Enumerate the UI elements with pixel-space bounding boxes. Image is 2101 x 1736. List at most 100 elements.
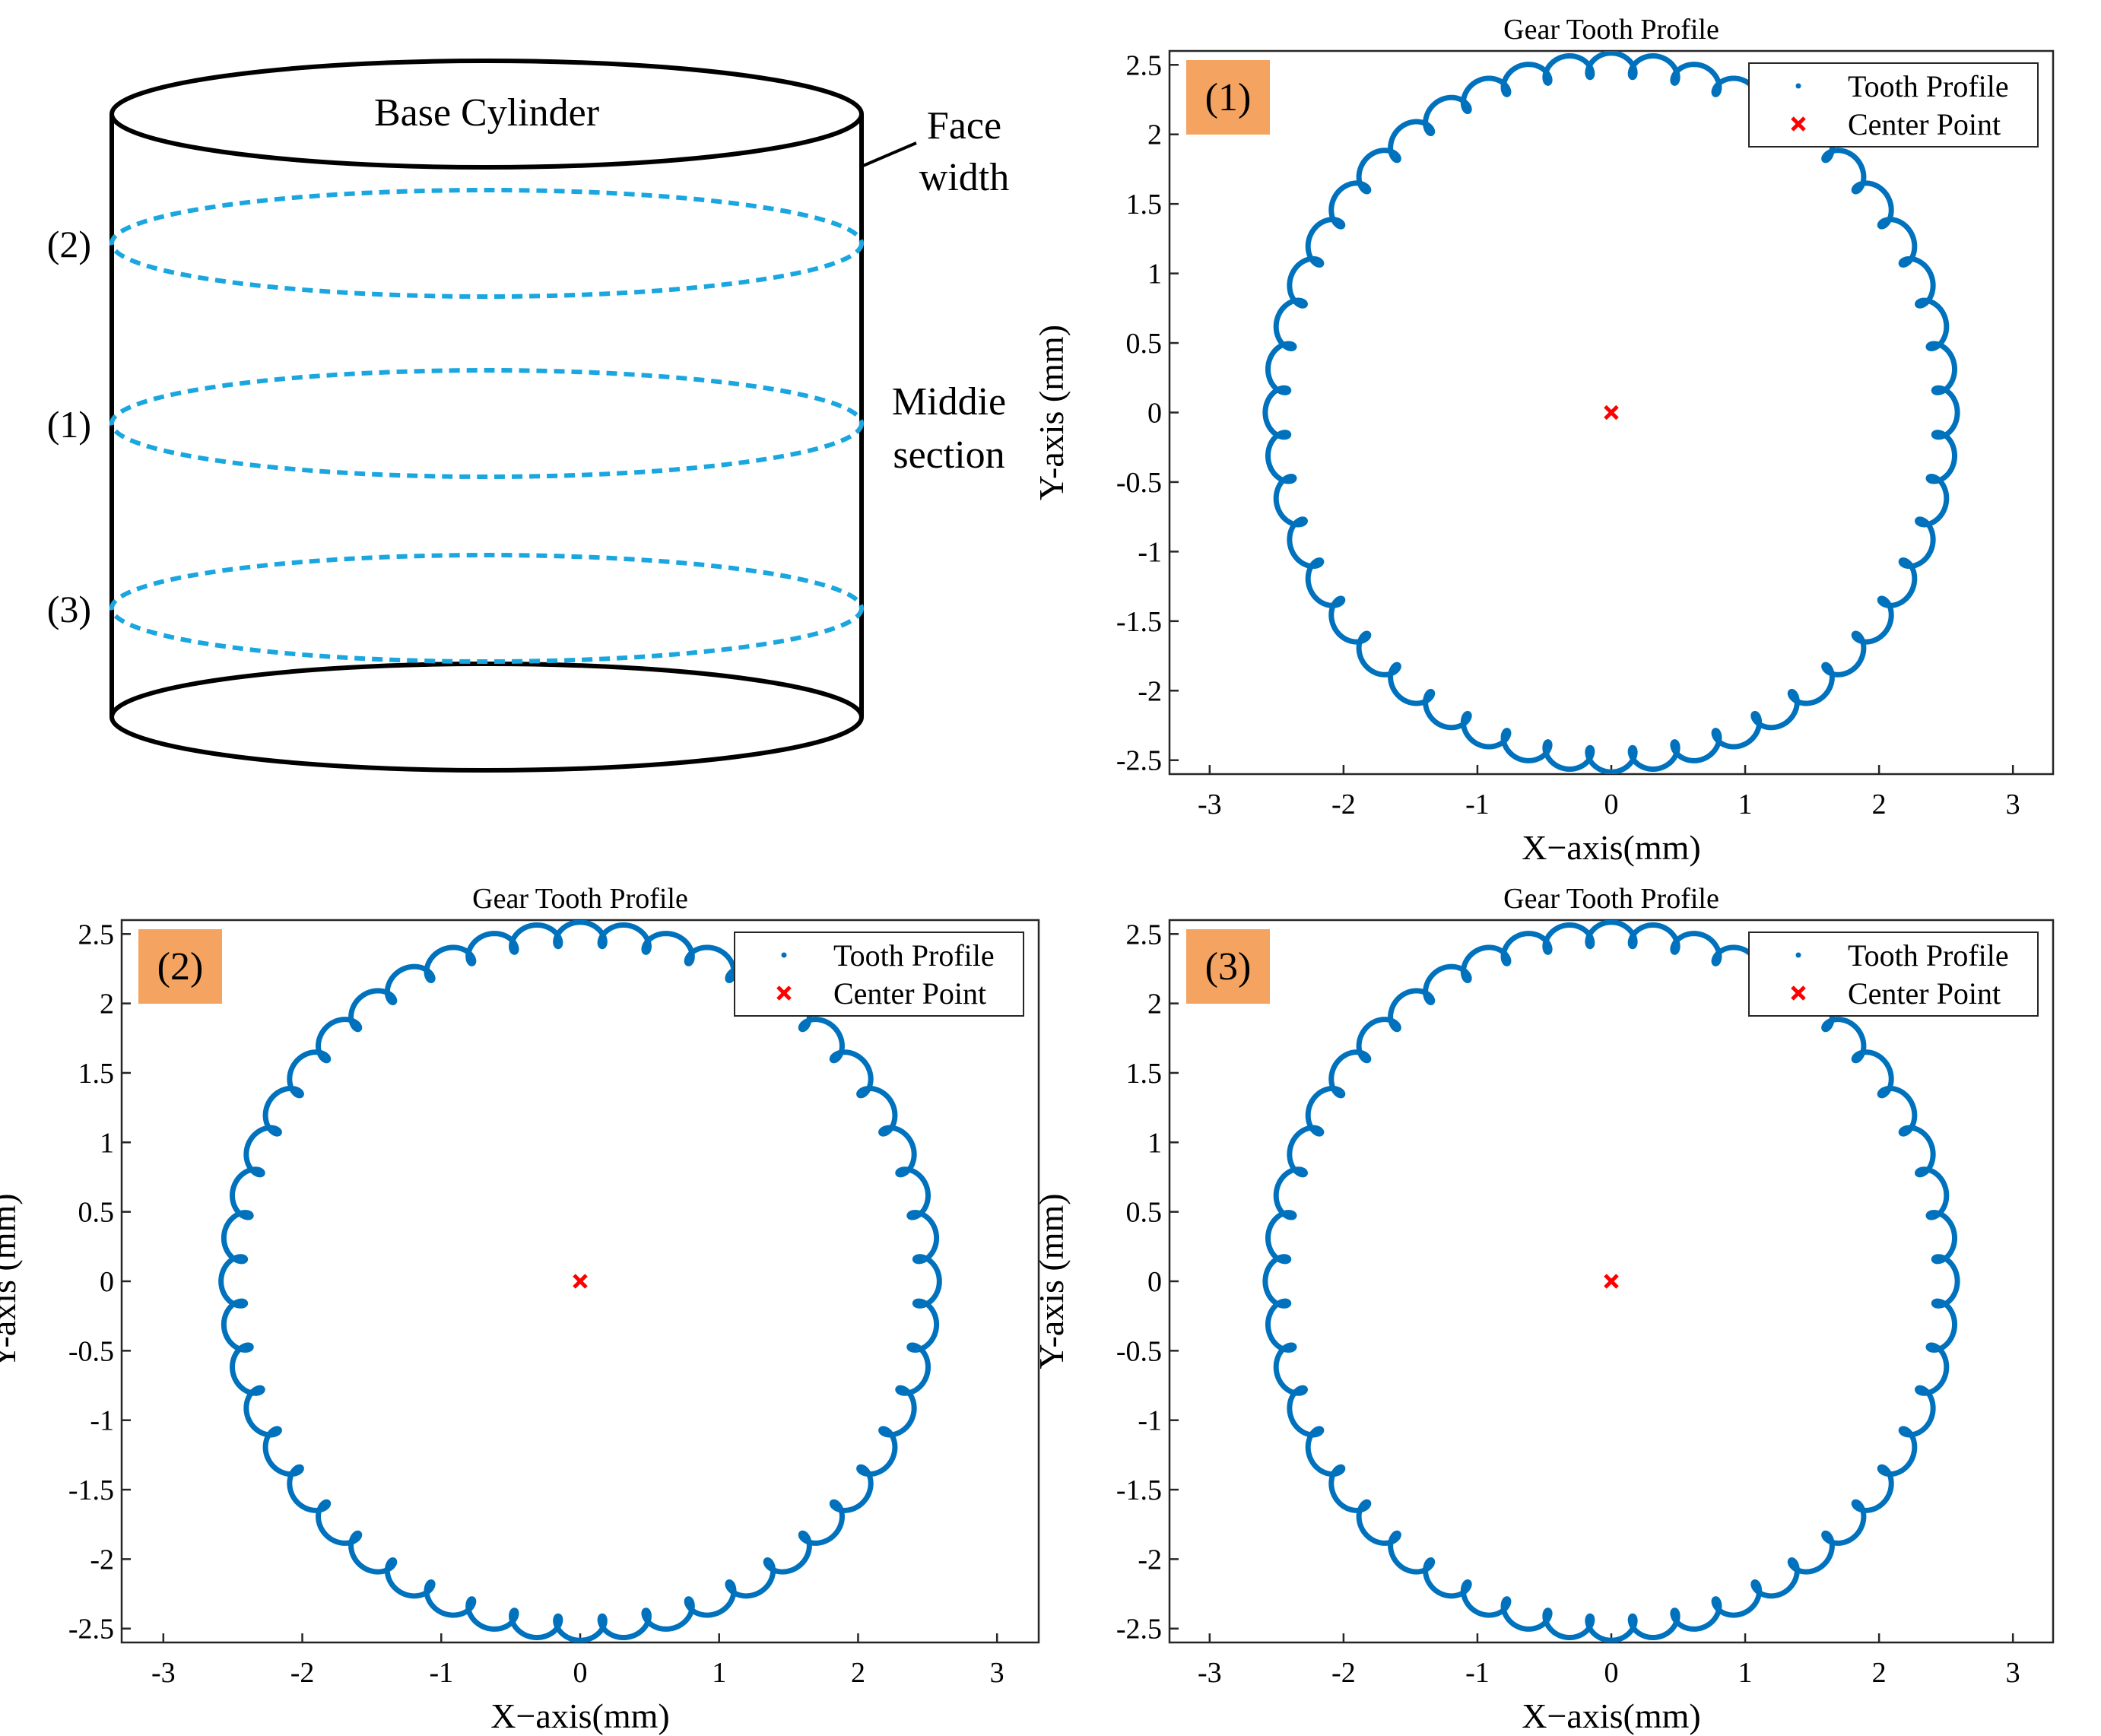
x-tick-label: 1 bbox=[712, 1657, 726, 1689]
legend-tooth-profile-label: Tooth Profile bbox=[1848, 938, 2009, 973]
y-tick-label: -1.5 bbox=[1116, 606, 1162, 638]
legend-center-point-marker bbox=[1791, 116, 1806, 132]
y-tick-label: 1.5 bbox=[1126, 1058, 1163, 1090]
y-tick-label: 0.5 bbox=[1126, 1197, 1163, 1229]
y-tick-label: -1.5 bbox=[1116, 1474, 1162, 1506]
panel-badge-label: (2) bbox=[157, 945, 204, 989]
legend-tooth-profile-marker bbox=[1795, 952, 1801, 958]
y-tick-label: -2.5 bbox=[68, 1614, 114, 1646]
legend-tooth-profile-label: Tooth Profile bbox=[1848, 69, 2009, 103]
y-tick-label: 0 bbox=[1147, 398, 1162, 430]
legend-box bbox=[734, 931, 1024, 1017]
y-tick-label: 0.5 bbox=[1126, 328, 1163, 360]
panel-badge bbox=[1186, 60, 1270, 135]
y-tick-label: -0.5 bbox=[1116, 1335, 1162, 1367]
x-tick-label: -3 bbox=[151, 1657, 176, 1689]
y-tick-label: -1 bbox=[90, 1405, 114, 1437]
base-cylinder-title: Base Cylinder bbox=[374, 91, 599, 135]
y-tick-label: 2.5 bbox=[1126, 49, 1163, 81]
x-tick-label: 1 bbox=[1738, 1657, 1753, 1689]
face-width-label-line1: Face bbox=[927, 104, 1001, 148]
y-tick-label: 1.5 bbox=[1126, 189, 1163, 221]
x-tick-label: 0 bbox=[1604, 789, 1619, 820]
legend-center-point-label: Center Point bbox=[833, 976, 986, 1011]
x-tick-label: -1 bbox=[1465, 1657, 1490, 1689]
x-tick-label: -2 bbox=[1331, 789, 1356, 820]
base-cylinder-diagram: Base Cylinder Face width Middie section … bbox=[47, 59, 1009, 773]
y-tick-label: -0.5 bbox=[1116, 467, 1162, 499]
chart-panel-1: -3 -2 -1 0 1 2 3 2.5 2 1.5 1 0.5 0 -0.5 -1 -1.5 -2 -2.5 Ge… bbox=[1032, 14, 2055, 867]
legend-box bbox=[1748, 62, 2039, 148]
x-tick-label: -1 bbox=[1465, 789, 1490, 820]
y-axis-label: Y-axis (mm) bbox=[1032, 1193, 1071, 1369]
legend-center-point-marker bbox=[1791, 985, 1806, 1001]
x-axis-label: X−axis(mm) bbox=[490, 1696, 669, 1735]
middle-section-label-line1: Middie bbox=[892, 380, 1006, 424]
panel-badge-label: (3) bbox=[1205, 945, 1252, 989]
x-tick-label: 2 bbox=[1872, 789, 1887, 820]
legend-tooth-profile-label: Tooth Profile bbox=[833, 938, 995, 973]
y-tick-label: 1 bbox=[100, 1127, 114, 1159]
legend-center-point-label: Center Point bbox=[1848, 107, 2001, 141]
y-tick-label: 0 bbox=[1147, 1266, 1162, 1298]
face-width-leader-line bbox=[862, 141, 917, 167]
x-tick-label: 3 bbox=[2006, 1657, 2020, 1689]
y-tick-label: -2.5 bbox=[1116, 745, 1162, 777]
cylinder-top-ellipse bbox=[109, 59, 864, 170]
legend-center-point-marker bbox=[776, 985, 792, 1001]
x-tick-label: -1 bbox=[429, 1657, 453, 1689]
x-tick-label: -2 bbox=[1331, 1657, 1356, 1689]
legend-tooth-profile-marker bbox=[781, 952, 787, 958]
y-axis-label: Y-axis (mm) bbox=[0, 1193, 23, 1369]
y-tick-label: 0.5 bbox=[78, 1197, 115, 1229]
center-point-marker bbox=[1604, 405, 1619, 421]
x-axis-label: X−axis(mm) bbox=[1522, 828, 1700, 867]
x-tick-label: 3 bbox=[990, 1657, 1004, 1689]
x-tick-label: -3 bbox=[1198, 1657, 1222, 1689]
chart-panel-3: -3 -2 -1 0 1 2 3 2.5 2 1.5 1 0.5 0 -0.5 -1 -1.5 -2 -2.5 Ge… bbox=[1032, 883, 2055, 1735]
y-tick-label: -2 bbox=[1138, 675, 1162, 707]
panel-badge-label: (1) bbox=[1205, 76, 1252, 119]
chart-title: Gear Tooth Profile bbox=[472, 883, 688, 915]
legend-box bbox=[1748, 931, 2039, 1017]
x-tick-label: 0 bbox=[573, 1657, 588, 1689]
y-tick-label: -2 bbox=[1138, 1544, 1162, 1576]
cylinder-bottom-ellipse bbox=[109, 662, 864, 773]
section-label-1: (1) bbox=[47, 403, 91, 446]
y-tick-label: -1.5 bbox=[68, 1474, 114, 1506]
y-tick-label: -2 bbox=[90, 1544, 114, 1576]
y-tick-label: -1 bbox=[1138, 1405, 1162, 1437]
x-tick-label: 2 bbox=[851, 1657, 865, 1689]
panel-badge bbox=[138, 929, 222, 1004]
y-tick-label: 2 bbox=[100, 989, 114, 1020]
middle-section-label-line2: section bbox=[893, 433, 1004, 477]
x-tick-label: -2 bbox=[290, 1657, 315, 1689]
y-tick-label: 1 bbox=[1147, 1127, 1162, 1159]
chart-panel-2: -3 -2 -1 0 1 2 3 2.5 2 1.5 1 0.5 0 -0.5 -1 -1.5 -2 -2.5 Ge… bbox=[0, 883, 1040, 1735]
section-label-2: (2) bbox=[47, 223, 91, 265]
y-tick-label: 0 bbox=[100, 1266, 114, 1298]
face-width-label-line2: width bbox=[919, 156, 1009, 199]
legend-tooth-profile-marker bbox=[1795, 83, 1801, 89]
y-tick-label: 2 bbox=[1147, 989, 1162, 1020]
x-tick-label: 0 bbox=[1604, 1657, 1619, 1689]
section-3-ellipse bbox=[109, 553, 864, 664]
center-point-marker bbox=[1604, 1274, 1619, 1289]
y-tick-label: 2.5 bbox=[1126, 919, 1163, 951]
y-tick-label: -2.5 bbox=[1116, 1614, 1162, 1646]
y-tick-label: 2 bbox=[1147, 119, 1162, 151]
chart-title: Gear Tooth Profile bbox=[1503, 883, 1719, 915]
section-1-ellipse bbox=[109, 368, 864, 479]
legend-center-point-label: Center Point bbox=[1848, 976, 2001, 1011]
section-2-ellipse bbox=[109, 188, 864, 299]
center-point-marker bbox=[573, 1274, 588, 1289]
panel-badge bbox=[1186, 929, 1270, 1004]
x-tick-label: -3 bbox=[1198, 789, 1222, 820]
y-tick-label: 2.5 bbox=[78, 919, 115, 951]
y-tick-label: -1 bbox=[1138, 536, 1162, 568]
y-tick-label: -0.5 bbox=[68, 1335, 114, 1367]
section-label-3: (3) bbox=[47, 588, 91, 630]
x-tick-label: 2 bbox=[1872, 1657, 1887, 1689]
chart-title: Gear Tooth Profile bbox=[1503, 14, 1719, 46]
